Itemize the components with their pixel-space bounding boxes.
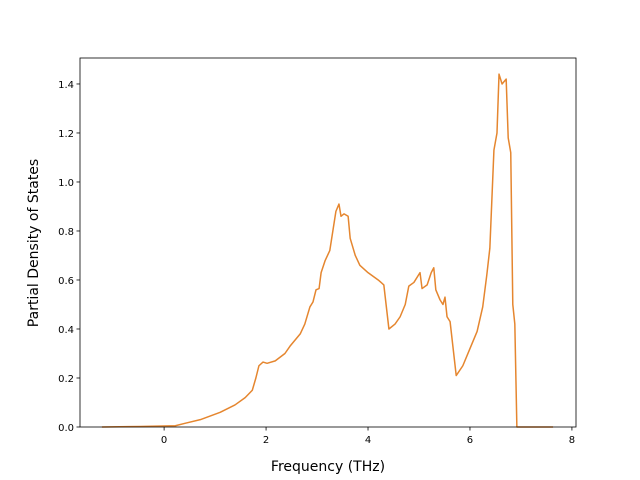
x-axis-label: Frequency (THz) xyxy=(271,459,385,475)
y-tick-label: 0.4 xyxy=(58,325,74,336)
y-tick-label: 0.2 xyxy=(58,374,74,385)
y-tick-label: 0.8 xyxy=(58,227,74,238)
y-tick-label: 1.2 xyxy=(58,129,74,140)
y-tick-label: 0.6 xyxy=(58,276,74,287)
line xyxy=(101,73,554,428)
y-tick-label: 1.4 xyxy=(58,80,74,91)
x-tick-label: 4 xyxy=(365,435,371,446)
x-tick-label: 0 xyxy=(161,435,167,446)
x-tick-label: 8 xyxy=(569,435,575,446)
y-tick-label: 0.0 xyxy=(58,423,74,434)
y-axis-label: Partial Density of States xyxy=(26,159,42,327)
x-tick-label: 6 xyxy=(467,435,473,446)
plot-frame xyxy=(79,57,577,428)
x-tick-label: 2 xyxy=(263,435,269,446)
y-tick-label: 1.0 xyxy=(58,178,74,189)
